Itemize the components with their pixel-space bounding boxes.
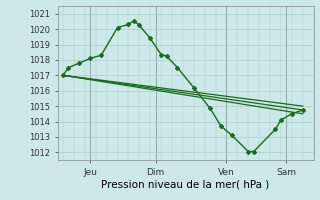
X-axis label: Pression niveau de la mer( hPa ): Pression niveau de la mer( hPa ) xyxy=(101,179,270,189)
